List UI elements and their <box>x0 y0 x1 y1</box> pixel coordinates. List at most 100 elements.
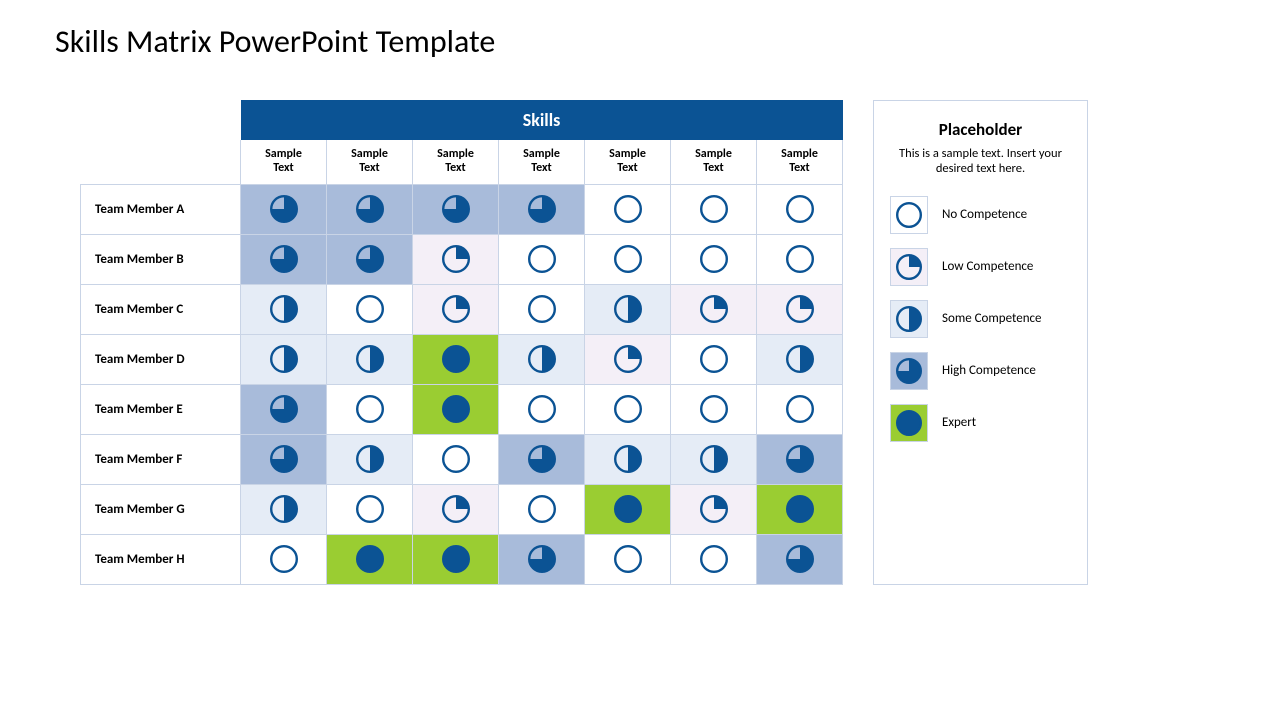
legend-swatch-3 <box>890 352 928 390</box>
competence-icon <box>786 199 814 218</box>
competence-icon <box>356 249 384 268</box>
cell-0-3 <box>499 184 585 234</box>
cell-1-1 <box>327 234 413 284</box>
competence-icon <box>356 349 384 368</box>
competence-icon <box>528 249 556 268</box>
cell-4-3 <box>499 384 585 434</box>
cell-2-6 <box>757 284 843 334</box>
cell-5-4 <box>585 434 671 484</box>
competence-icon <box>270 499 298 518</box>
main-content: SkillsSampleTextSampleTextSampleTextSamp… <box>80 100 1088 585</box>
cell-3-3 <box>499 334 585 384</box>
cell-1-0 <box>241 234 327 284</box>
matrix-head: SkillsSampleTextSampleTextSampleTextSamp… <box>81 100 843 184</box>
competence-icon <box>614 249 642 268</box>
legend-swatch-0 <box>890 196 928 234</box>
cell-7-2 <box>413 534 499 584</box>
competence-icon <box>356 549 384 568</box>
cell-5-6 <box>757 434 843 484</box>
cell-1-4 <box>585 234 671 284</box>
cell-0-5 <box>671 184 757 234</box>
competence-icon <box>442 499 470 518</box>
competence-icon <box>786 299 814 318</box>
cell-6-1 <box>327 484 413 534</box>
competence-icon <box>270 249 298 268</box>
competence-icon <box>356 449 384 468</box>
cell-7-3 <box>499 534 585 584</box>
cell-4-4 <box>585 384 671 434</box>
row-head-3: Team Member D <box>81 334 241 384</box>
row-head-0: Team Member A <box>81 184 241 234</box>
competence-icon <box>528 549 556 568</box>
competence-icon <box>442 399 470 418</box>
legend-swatch-1 <box>890 248 928 286</box>
col-head-0: SampleText <box>241 140 327 184</box>
legend-panel: Placeholder This is a sample text. Inser… <box>873 100 1088 585</box>
cell-3-2 <box>413 334 499 384</box>
competence-icon <box>270 399 298 418</box>
legend-swatch-4 <box>890 404 928 442</box>
cell-2-2 <box>413 284 499 334</box>
competence-icon <box>356 199 384 218</box>
competence-icon <box>442 249 470 268</box>
cell-4-6 <box>757 384 843 434</box>
cell-0-4 <box>585 184 671 234</box>
col-head-6: SampleText <box>757 140 843 184</box>
legend-row-1: Low Competence <box>890 248 1071 286</box>
cell-7-4 <box>585 534 671 584</box>
competence-icon <box>786 499 814 518</box>
cell-0-6 <box>757 184 843 234</box>
legend-title: Placeholder <box>890 119 1071 140</box>
competence-icon <box>700 249 728 268</box>
row-head-7: Team Member H <box>81 534 241 584</box>
row-head-1: Team Member B <box>81 234 241 284</box>
cell-5-0 <box>241 434 327 484</box>
competence-icon <box>614 399 642 418</box>
competence-icon <box>442 199 470 218</box>
cell-7-0 <box>241 534 327 584</box>
competence-icon <box>528 399 556 418</box>
competence-icon <box>700 549 728 568</box>
legend-row-3: High Competence <box>890 352 1071 390</box>
cell-1-6 <box>757 234 843 284</box>
competence-icon <box>614 499 642 518</box>
skills-header-cell: Skills <box>241 100 843 140</box>
legend-row-2: Some Competence <box>890 300 1071 338</box>
cell-5-5 <box>671 434 757 484</box>
competence-icon <box>700 349 728 368</box>
competence-icon <box>442 299 470 318</box>
page-title: Skills Matrix PowerPoint Template <box>55 22 495 61</box>
cell-7-5 <box>671 534 757 584</box>
competence-icon <box>270 449 298 468</box>
competence-icon <box>270 199 298 218</box>
col-head-2: SampleText <box>413 140 499 184</box>
legend-swatch-2 <box>890 300 928 338</box>
cell-6-4 <box>585 484 671 534</box>
competence-icon <box>442 449 470 468</box>
cell-6-2 <box>413 484 499 534</box>
competence-icon <box>786 349 814 368</box>
cell-4-1 <box>327 384 413 434</box>
legend-label-0: No Competence <box>942 208 1027 223</box>
legend-subtitle: This is a sample text. Insert your desir… <box>890 146 1071 176</box>
competence-icon <box>442 349 470 368</box>
cell-0-0 <box>241 184 327 234</box>
legend-row-0: No Competence <box>890 196 1071 234</box>
cell-7-1 <box>327 534 413 584</box>
competence-icon <box>528 499 556 518</box>
cell-2-0 <box>241 284 327 334</box>
cell-7-6 <box>757 534 843 584</box>
col-head-1: SampleText <box>327 140 413 184</box>
competence-icon <box>270 549 298 568</box>
competence-icon <box>356 299 384 318</box>
matrix-container: SkillsSampleTextSampleTextSampleTextSamp… <box>80 100 843 585</box>
row-head-2: Team Member C <box>81 284 241 334</box>
cell-4-2 <box>413 384 499 434</box>
cell-6-6 <box>757 484 843 534</box>
col-head-3: SampleText <box>499 140 585 184</box>
cell-3-4 <box>585 334 671 384</box>
competence-icon <box>700 449 728 468</box>
competence-icon <box>356 399 384 418</box>
cell-2-3 <box>499 284 585 334</box>
cell-1-3 <box>499 234 585 284</box>
